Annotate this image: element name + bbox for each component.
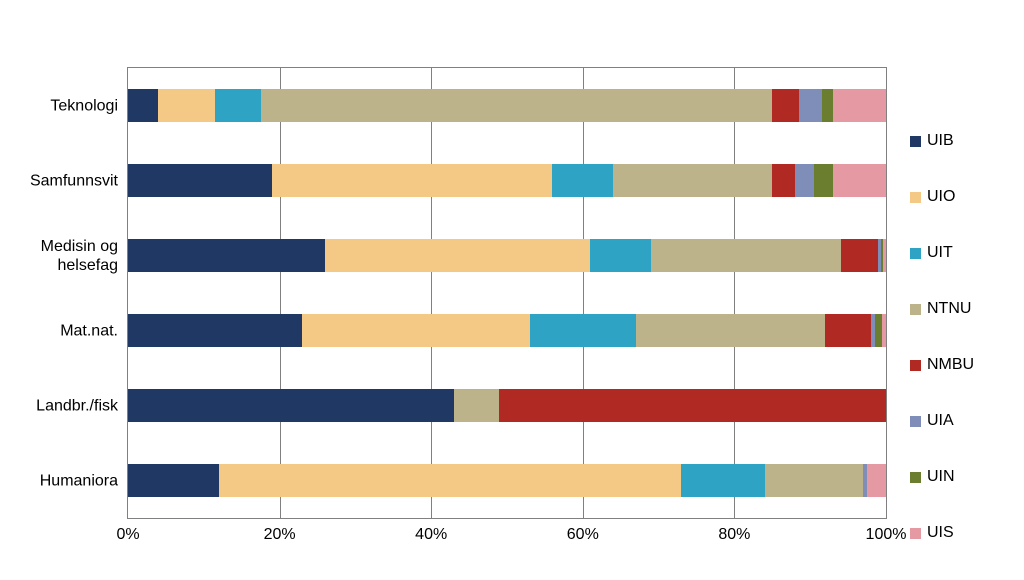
bar-segment: [215, 89, 260, 122]
legend: UIB UIO UIT NTNU NMBU UIA UIN UIS: [910, 132, 974, 542]
y-tick-label: Mat.nat.: [60, 321, 118, 340]
figure: UIB UIO UIT NTNU NMBU UIA UIN UIS 0% 20% 40% 60% 80…: [0, 0, 1024, 580]
bar-segment: [841, 239, 879, 272]
bar-segment: [128, 389, 454, 422]
bar-segment: [814, 164, 833, 197]
bar-segment: [867, 464, 886, 497]
bar-segment: [833, 164, 886, 197]
y-tick-label: Teknologi: [50, 96, 118, 115]
legend-item: UIT: [910, 244, 974, 262]
y-tick-label: Samfunnsvit: [30, 171, 118, 190]
bar-segment: [681, 464, 764, 497]
legend-item: UIB: [910, 132, 974, 150]
legend-item: UIA: [910, 412, 974, 430]
legend-label: UIT: [927, 244, 953, 262]
legend-swatch: [910, 528, 921, 539]
legend-item: UIS: [910, 524, 974, 542]
y-tick-label: Humaniora: [40, 471, 118, 490]
bar-segment: [875, 314, 883, 347]
bar-segment: [454, 389, 499, 422]
bar-row: [128, 164, 886, 197]
legend-swatch: [910, 192, 921, 203]
plot-area: [128, 68, 886, 518]
x-tick-label: 80%: [718, 526, 750, 544]
bar-segment: [825, 314, 870, 347]
bar-segment: [158, 89, 215, 122]
legend-swatch: [910, 136, 921, 147]
bar-segment: [613, 164, 772, 197]
bar-segment: [128, 464, 219, 497]
x-tick-label: 60%: [567, 526, 599, 544]
bar-segment: [530, 314, 636, 347]
bar-segment: [833, 89, 886, 122]
bar-segment: [636, 314, 826, 347]
legend-label: UIS: [927, 524, 954, 542]
bar-segment: [272, 164, 552, 197]
bar-segment: [261, 89, 773, 122]
bar-segment: [882, 314, 886, 347]
bar-segment: [590, 239, 651, 272]
bar-row: [128, 239, 886, 272]
bar-segment: [128, 89, 158, 122]
legend-label: UIB: [927, 132, 954, 150]
bar-segment: [772, 89, 799, 122]
gridline: [734, 68, 735, 518]
gridline: [280, 68, 281, 518]
bar-row: [128, 389, 886, 422]
bar-row: [128, 89, 886, 122]
y-tick-label: Medisin og helsefag: [41, 236, 118, 274]
bar-segment: [325, 239, 590, 272]
bar-row: [128, 464, 886, 497]
bar-segment: [552, 164, 613, 197]
bar-segment: [219, 464, 681, 497]
bar-segment: [795, 164, 814, 197]
x-tick-label: 40%: [415, 526, 447, 544]
legend-label: UIN: [927, 468, 955, 486]
legend-label: NTNU: [927, 300, 971, 318]
x-tick-label: 20%: [264, 526, 296, 544]
legend-label: UIO: [927, 188, 955, 206]
legend-label: UIA: [927, 412, 954, 430]
bar-segment: [765, 464, 864, 497]
legend-swatch: [910, 248, 921, 259]
bar-segment: [499, 389, 886, 422]
y-tick-label: Landbr./fisk: [36, 396, 118, 415]
legend-item: UIO: [910, 188, 974, 206]
x-tick-label: 0%: [116, 526, 139, 544]
gridline: [431, 68, 432, 518]
bar-segment: [128, 164, 272, 197]
bar-segment: [128, 239, 325, 272]
legend-item: UIN: [910, 468, 974, 486]
bar-segment: [883, 239, 886, 272]
bar-segment: [822, 89, 833, 122]
bar-segment: [128, 314, 302, 347]
legend-label: NMBU: [927, 356, 974, 374]
legend-swatch: [910, 360, 921, 371]
bar-row: [128, 314, 886, 347]
bar-segment: [651, 239, 841, 272]
bar-segment: [799, 89, 822, 122]
legend-swatch: [910, 304, 921, 315]
legend-swatch: [910, 416, 921, 427]
x-tick-label: 100%: [866, 526, 907, 544]
legend-swatch: [910, 472, 921, 483]
legend-item: NTNU: [910, 300, 974, 318]
bar-segment: [302, 314, 529, 347]
legend-item: NMBU: [910, 356, 974, 374]
gridline: [583, 68, 584, 518]
bar-segment: [772, 164, 795, 197]
